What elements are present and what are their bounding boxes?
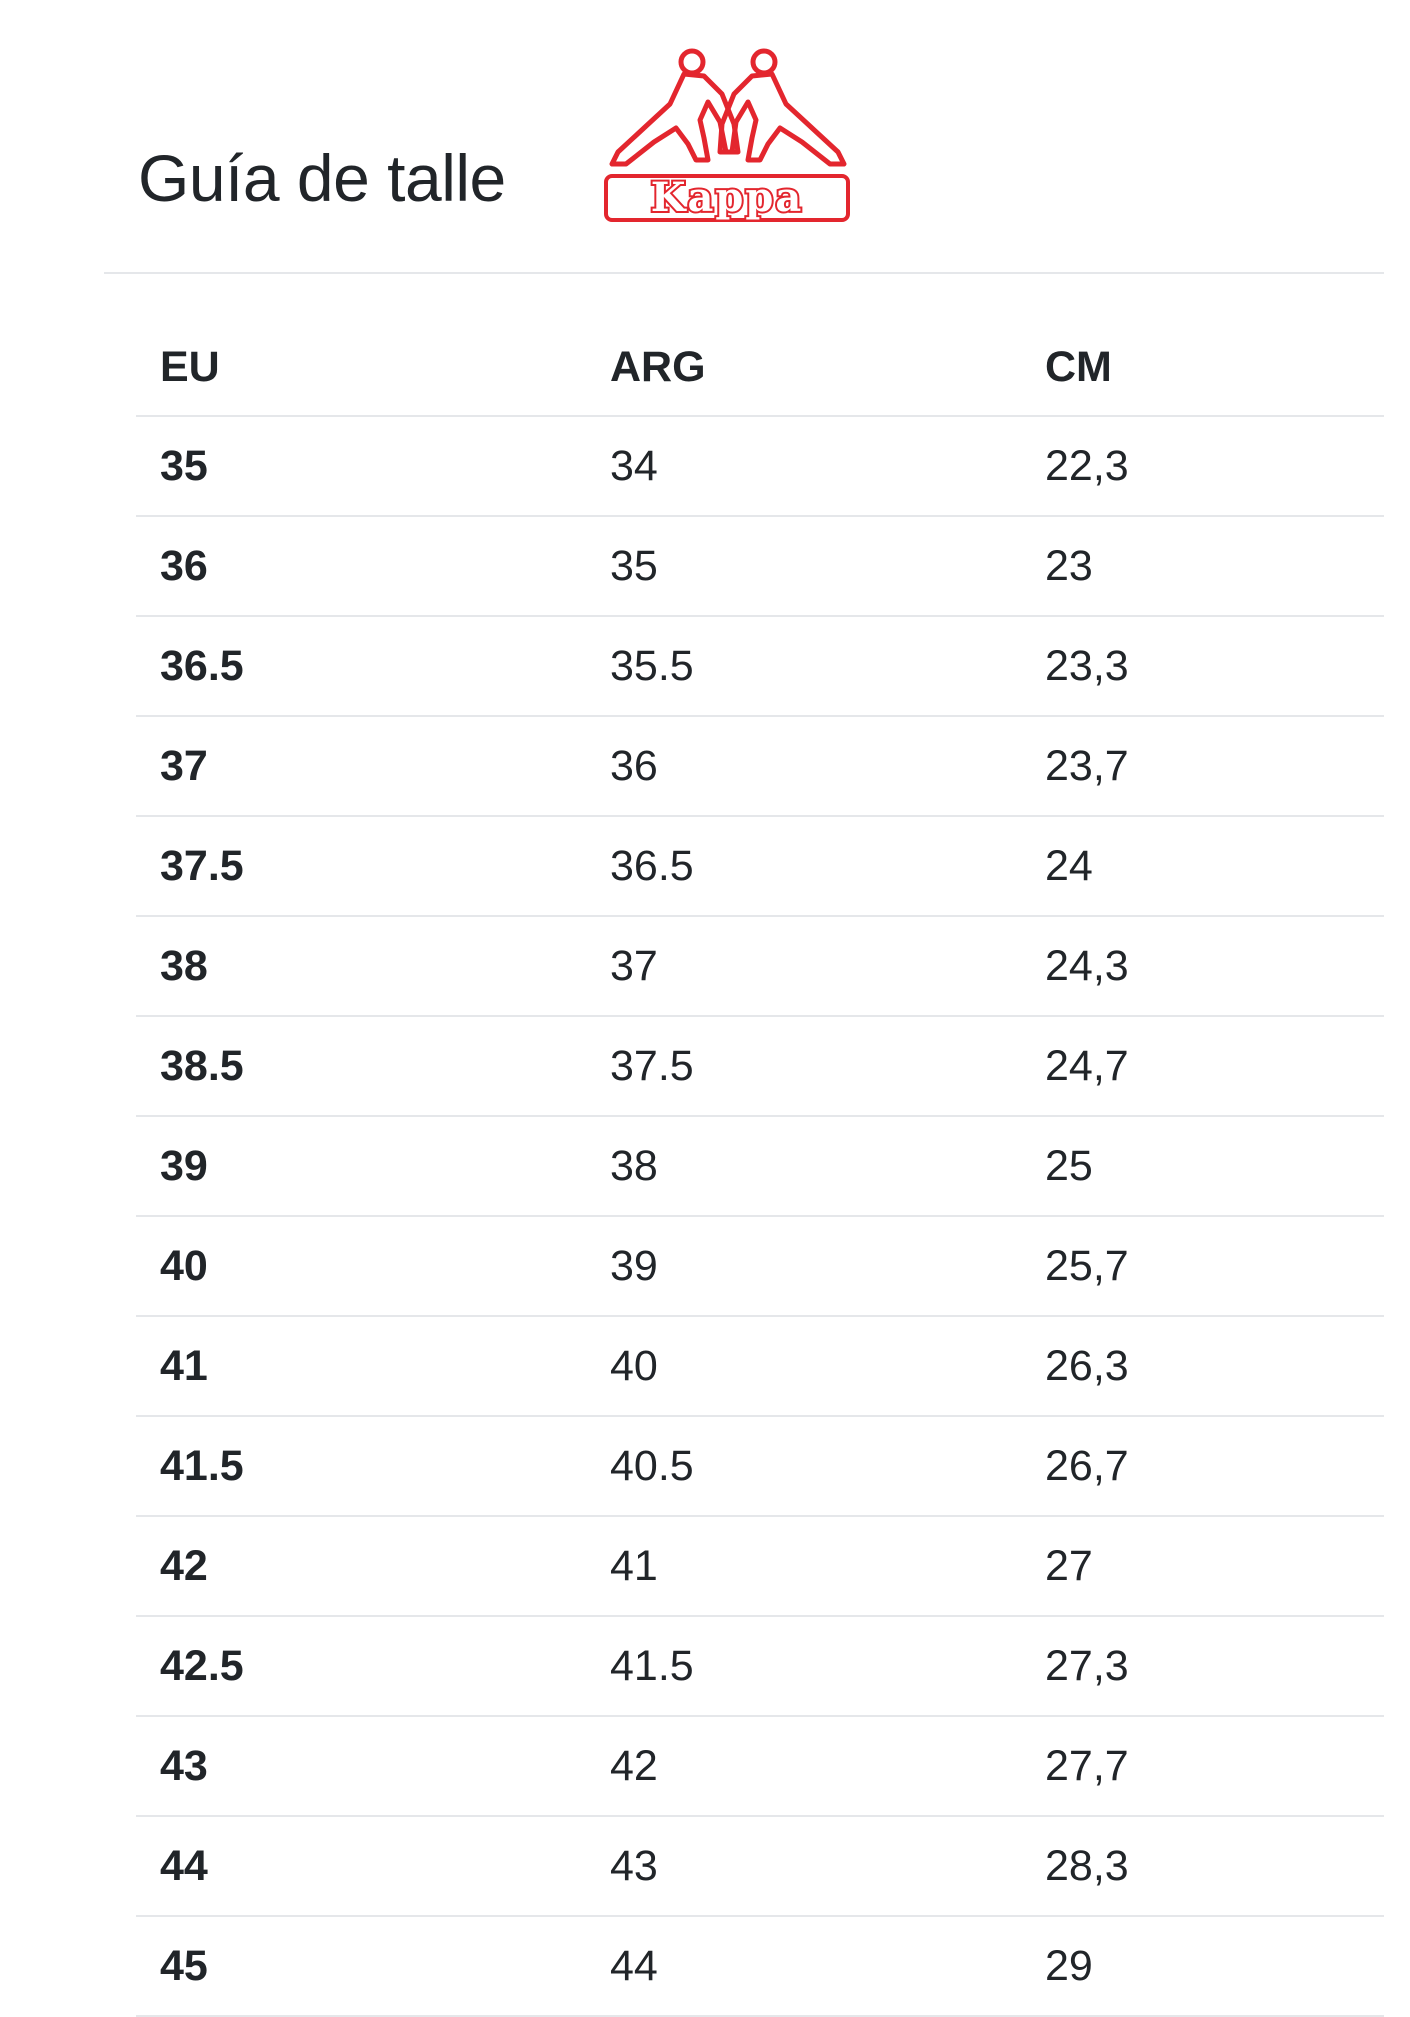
cell-eu: 42.5: [136, 1616, 586, 1717]
kappa-wordmark: Kappa: [651, 174, 804, 221]
cell-cm: 23,7: [1021, 716, 1384, 817]
cell-eu: 40: [136, 1216, 586, 1317]
cell-cm: 29: [1021, 1916, 1384, 2017]
table-header-row: EU ARG CM: [136, 320, 1384, 417]
size-table: EU ARG CM 35 34 22,3 36 35 23 36.5 35.5 23,3 37 36…: [136, 320, 1384, 2017]
cell-eu: 43: [136, 1716, 586, 1817]
table-row: 35 34 22,3: [136, 416, 1384, 517]
cell-cm: 26,3: [1021, 1316, 1384, 1417]
cell-cm: 27,7: [1021, 1716, 1384, 1817]
cell-cm: 24,3: [1021, 916, 1384, 1017]
table-row: 37.5 36.5 24: [136, 816, 1384, 917]
cell-eu: 41.5: [136, 1416, 586, 1517]
cell-arg: 36: [586, 716, 1021, 817]
table-body: 35 34 22,3 36 35 23 36.5 35.5 23,3 37 36 23,7 37.5 36…: [136, 416, 1384, 2017]
table-row: 42 41 27: [136, 1516, 1384, 1617]
cell-eu: 35: [136, 416, 586, 517]
table-row: 42.5 41.5 27,3: [136, 1616, 1384, 1717]
cell-eu: 36: [136, 516, 586, 617]
cell-eu: 42: [136, 1516, 586, 1617]
cell-cm: 27: [1021, 1516, 1384, 1617]
cell-arg: 42: [586, 1716, 1021, 1817]
table-row: 40 39 25,7: [136, 1216, 1384, 1317]
table-row: 38.5 37.5 24,7: [136, 1016, 1384, 1117]
cell-cm: 22,3: [1021, 416, 1384, 517]
cell-arg: 38: [586, 1116, 1021, 1217]
size-table-container: EU ARG CM 35 34 22,3 36 35 23 36.5 35.5 23,3 37 36…: [136, 320, 1384, 2017]
column-header-arg: ARG: [586, 320, 1021, 417]
table-row: 37 36 23,7: [136, 716, 1384, 817]
cell-arg: 37.5: [586, 1016, 1021, 1117]
cell-eu: 39: [136, 1116, 586, 1217]
cell-eu: 38.5: [136, 1016, 586, 1117]
table-row: 36 35 23: [136, 516, 1384, 617]
cell-cm: 27,3: [1021, 1616, 1384, 1717]
cell-arg: 41: [586, 1516, 1021, 1617]
cell-arg: 40.5: [586, 1416, 1021, 1517]
table-row: 39 38 25: [136, 1116, 1384, 1217]
cell-arg: 35.5: [586, 616, 1021, 717]
cell-cm: 28,3: [1021, 1816, 1384, 1917]
cell-cm: 23,3: [1021, 616, 1384, 717]
page-header: Guía de talle Kappa: [104, 0, 1384, 274]
cell-arg: 40: [586, 1316, 1021, 1417]
column-header-cm: CM: [1021, 320, 1384, 417]
cell-arg: 35: [586, 516, 1021, 617]
cell-arg: 44: [586, 1916, 1021, 2017]
table-row: 41.5 40.5 26,7: [136, 1416, 1384, 1517]
table-row: 45 44 29: [136, 1916, 1384, 2017]
table-row: 36.5 35.5 23,3: [136, 616, 1384, 717]
cell-arg: 41.5: [586, 1616, 1021, 1717]
cell-eu: 45: [136, 1916, 586, 2017]
cell-cm: 23: [1021, 516, 1384, 617]
cell-cm: 24: [1021, 816, 1384, 917]
cell-arg: 34: [586, 416, 1021, 517]
cell-cm: 25,7: [1021, 1216, 1384, 1317]
kappa-logo-icon: Kappa: [604, 48, 850, 223]
cell-eu: 37: [136, 716, 586, 817]
table-row: 38 37 24,3: [136, 916, 1384, 1017]
table-row: 44 43 28,3: [136, 1816, 1384, 1917]
cell-arg: 39: [586, 1216, 1021, 1317]
table-row: 43 42 27,7: [136, 1716, 1384, 1817]
cell-eu: 41: [136, 1316, 586, 1417]
cell-cm: 25: [1021, 1116, 1384, 1217]
cell-cm: 24,7: [1021, 1016, 1384, 1117]
cell-arg: 43: [586, 1816, 1021, 1917]
cell-cm: 26,7: [1021, 1416, 1384, 1517]
page-title: Guía de talle: [138, 141, 506, 215]
table-row: 41 40 26,3: [136, 1316, 1384, 1417]
cell-eu: 38: [136, 916, 586, 1017]
cell-eu: 44: [136, 1816, 586, 1917]
cell-eu: 36.5: [136, 616, 586, 717]
column-header-eu: EU: [136, 320, 586, 417]
cell-eu: 37.5: [136, 816, 586, 917]
cell-arg: 37: [586, 916, 1021, 1017]
cell-arg: 36.5: [586, 816, 1021, 917]
